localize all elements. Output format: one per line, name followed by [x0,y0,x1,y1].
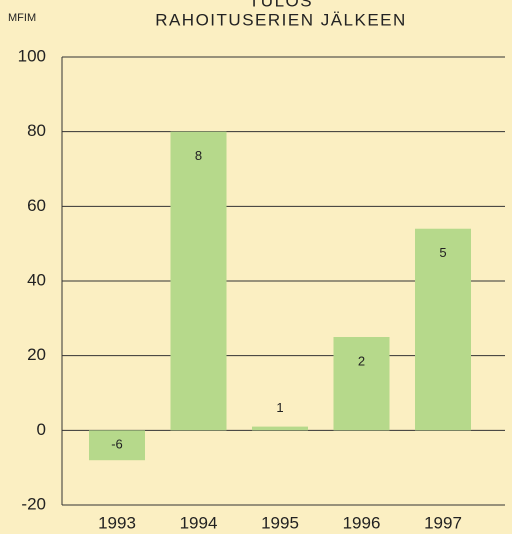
bar-label: 5 [439,245,446,260]
x-tick-label: 1995 [261,513,299,532]
bar [89,430,145,461]
chart-subtitle: RAHOITUSERIEN JÄLKEEN [155,10,407,29]
bar-label: 8 [195,148,202,163]
x-tick-label: 1996 [343,513,381,532]
y-tick-label: -20 [21,494,46,513]
x-tick-label: 1997 [424,513,462,532]
y-tick-label: 100 [18,46,46,65]
bar-label: 2 [358,353,365,368]
x-tick-label: 1993 [98,513,136,532]
y-tick-label: 0 [37,420,46,439]
bar [252,426,308,431]
chart-title: TULOS [249,0,313,10]
bar-label: -6 [111,437,123,452]
bar [415,228,471,431]
x-tick-label: 1994 [180,513,218,532]
y-tick-label: 80 [27,121,46,140]
y-tick-label: 20 [27,345,46,364]
y-tick-label: 60 [27,196,46,215]
y-tick-label: 40 [27,270,46,289]
y-axis-label: MFIM [8,12,36,24]
bar-label: 1 [276,400,283,415]
bar [333,337,390,431]
bar [170,131,227,431]
